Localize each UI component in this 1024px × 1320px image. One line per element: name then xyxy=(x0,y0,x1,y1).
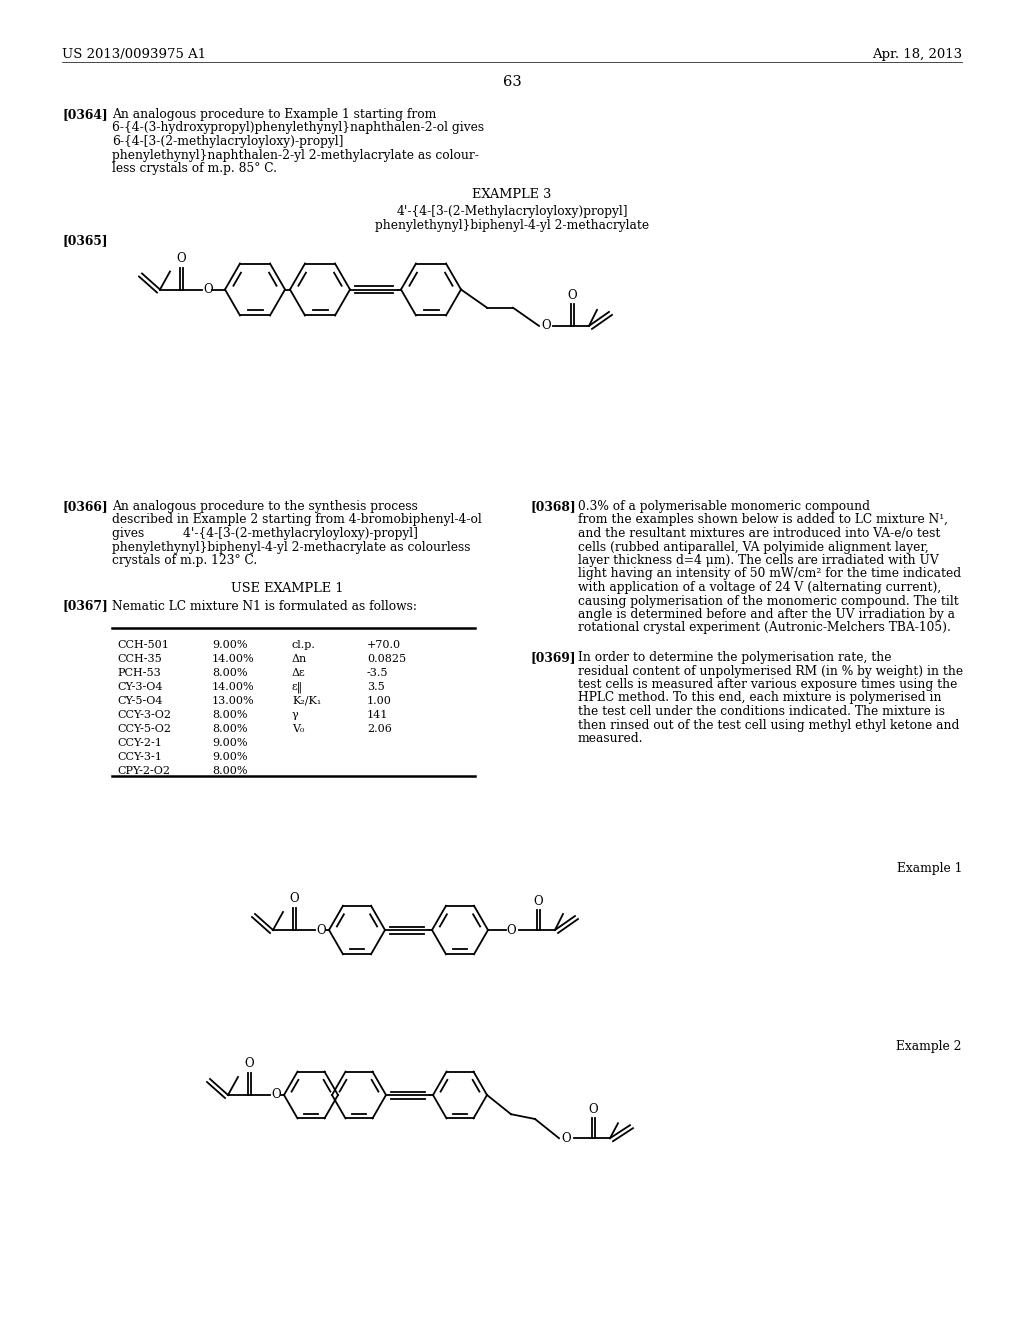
Text: An analogous procedure to the synthesis process: An analogous procedure to the synthesis … xyxy=(112,500,418,513)
Text: 9.00%: 9.00% xyxy=(212,751,248,762)
Text: CCY-2-1: CCY-2-1 xyxy=(117,738,162,747)
Text: with application of a voltage of 24 V (alternating current),: with application of a voltage of 24 V (a… xyxy=(578,581,941,594)
Text: An analogous procedure to Example 1 starting from: An analogous procedure to Example 1 star… xyxy=(112,108,436,121)
Text: O: O xyxy=(289,892,299,906)
Text: γ: γ xyxy=(292,710,299,719)
Text: CPY-2-O2: CPY-2-O2 xyxy=(117,766,170,776)
Text: CCY-3-1: CCY-3-1 xyxy=(117,751,162,762)
Text: O: O xyxy=(316,924,326,936)
Text: Example 2: Example 2 xyxy=(896,1040,962,1053)
Text: described in Example 2 starting from 4-bromobiphenyl-4-ol: described in Example 2 starting from 4-b… xyxy=(112,513,481,527)
Text: cells (rubbed antiparallel, VA polyimide alignment layer,: cells (rubbed antiparallel, VA polyimide… xyxy=(578,540,929,553)
Text: [0365]: [0365] xyxy=(62,235,108,248)
Text: O: O xyxy=(534,895,543,908)
Text: residual content of unpolymerised RM (in % by weight) in the: residual content of unpolymerised RM (in… xyxy=(578,664,964,677)
Text: US 2013/0093975 A1: US 2013/0093975 A1 xyxy=(62,48,206,61)
Text: O: O xyxy=(176,252,185,264)
Text: [0367]: [0367] xyxy=(62,599,108,612)
Text: [0369]: [0369] xyxy=(530,651,575,664)
Text: 6-{4-[3-(2-methylacryloyloxy)-propyl]: 6-{4-[3-(2-methylacryloyloxy)-propyl] xyxy=(112,135,343,148)
Text: less crystals of m.p. 85° C.: less crystals of m.p. 85° C. xyxy=(112,162,278,176)
Text: 0.0825: 0.0825 xyxy=(367,653,407,664)
Text: CY-5-O4: CY-5-O4 xyxy=(117,696,163,705)
Text: PCH-53: PCH-53 xyxy=(117,668,161,677)
Text: layer thickness d=4 μm). The cells are irradiated with UV: layer thickness d=4 μm). The cells are i… xyxy=(578,554,939,568)
Text: O: O xyxy=(588,1104,598,1117)
Text: [0364]: [0364] xyxy=(62,108,108,121)
Text: 13.00%: 13.00% xyxy=(212,696,255,705)
Text: 14.00%: 14.00% xyxy=(212,681,255,692)
Text: 63: 63 xyxy=(503,75,521,88)
Text: V₀: V₀ xyxy=(292,723,304,734)
Text: In order to determine the polymerisation rate, the: In order to determine the polymerisation… xyxy=(578,651,892,664)
Text: phenylethynyl}biphenyl-4-yl 2-methacrylate: phenylethynyl}biphenyl-4-yl 2-methacryla… xyxy=(375,219,649,231)
Text: measured.: measured. xyxy=(578,733,643,744)
Text: 8.00%: 8.00% xyxy=(212,668,248,677)
Text: Nematic LC mixture N1 is formulated as follows:: Nematic LC mixture N1 is formulated as f… xyxy=(112,599,417,612)
Text: 9.00%: 9.00% xyxy=(212,639,248,649)
Text: ε‖: ε‖ xyxy=(292,681,303,693)
Text: O: O xyxy=(203,282,213,296)
Text: and the resultant mixtures are introduced into VA-e/o test: and the resultant mixtures are introduce… xyxy=(578,527,940,540)
Text: 8.00%: 8.00% xyxy=(212,710,248,719)
Text: Δε: Δε xyxy=(292,668,306,677)
Text: HPLC method. To this end, each mixture is polymerised in: HPLC method. To this end, each mixture i… xyxy=(578,692,941,705)
Text: 0.3% of a polymerisable monomeric compound: 0.3% of a polymerisable monomeric compou… xyxy=(578,500,870,513)
Text: phenylethynyl}naphthalen-2-yl 2-methylacrylate as colour-: phenylethynyl}naphthalen-2-yl 2-methylac… xyxy=(112,149,479,161)
Text: K₂/K₁: K₂/K₁ xyxy=(292,696,322,705)
Text: CCH-501: CCH-501 xyxy=(117,639,169,649)
Text: USE EXAMPLE 1: USE EXAMPLE 1 xyxy=(230,582,343,594)
Text: test cells is measured after various exposure times using the: test cells is measured after various exp… xyxy=(578,678,957,690)
Text: the test cell under the conditions indicated. The mixture is: the test cell under the conditions indic… xyxy=(578,705,945,718)
Text: 4'-{4-[3-(2-Methylacryloyloxy)propyl]: 4'-{4-[3-(2-Methylacryloyloxy)propyl] xyxy=(396,206,628,219)
Text: 141: 141 xyxy=(367,710,388,719)
Text: O: O xyxy=(271,1089,281,1101)
Text: Δn: Δn xyxy=(292,653,307,664)
Text: +70.0: +70.0 xyxy=(367,639,401,649)
Text: rotational crystal experiment (Autronic-Melchers TBA-105).: rotational crystal experiment (Autronic-… xyxy=(578,622,951,635)
Text: O: O xyxy=(567,289,577,302)
Text: [0368]: [0368] xyxy=(530,500,575,513)
Text: then rinsed out of the test cell using methyl ethyl ketone and: then rinsed out of the test cell using m… xyxy=(578,718,959,731)
Text: O: O xyxy=(541,319,551,333)
Text: gives          4'-{4-[3-(2-methylacryloyloxy)-propyl]: gives 4'-{4-[3-(2-methylacryloyloxy)-pro… xyxy=(112,527,418,540)
Text: angle is determined before and after the UV irradiation by a: angle is determined before and after the… xyxy=(578,609,955,620)
Text: 3.5: 3.5 xyxy=(367,681,385,692)
Text: 8.00%: 8.00% xyxy=(212,766,248,776)
Text: light having an intensity of 50 mW/cm² for the time indicated: light having an intensity of 50 mW/cm² f… xyxy=(578,568,962,581)
Text: crystals of m.p. 123° C.: crystals of m.p. 123° C. xyxy=(112,554,257,568)
Text: 8.00%: 8.00% xyxy=(212,723,248,734)
Text: 6-{4-(3-hydroxypropyl)phenylethynyl}naphthalen-2-ol gives: 6-{4-(3-hydroxypropyl)phenylethynyl}naph… xyxy=(112,121,484,135)
Text: [0366]: [0366] xyxy=(62,500,108,513)
Text: CY-3-O4: CY-3-O4 xyxy=(117,681,163,692)
Text: 1.00: 1.00 xyxy=(367,696,392,705)
Text: CCY-5-O2: CCY-5-O2 xyxy=(117,723,171,734)
Text: EXAMPLE 3: EXAMPLE 3 xyxy=(472,187,552,201)
Text: -3.5: -3.5 xyxy=(367,668,388,677)
Text: 2.06: 2.06 xyxy=(367,723,392,734)
Text: O: O xyxy=(506,924,516,936)
Text: causing polymerisation of the monomeric compound. The tilt: causing polymerisation of the monomeric … xyxy=(578,594,958,607)
Text: from the examples shown below is added to LC mixture N¹,: from the examples shown below is added t… xyxy=(578,513,948,527)
Text: Example 1: Example 1 xyxy=(897,862,962,875)
Text: CCH-35: CCH-35 xyxy=(117,653,162,664)
Text: 9.00%: 9.00% xyxy=(212,738,248,747)
Text: phenylethynyl}biphenyl-4-yl 2-methacrylate as colourless: phenylethynyl}biphenyl-4-yl 2-methacryla… xyxy=(112,540,470,553)
Text: CCY-3-O2: CCY-3-O2 xyxy=(117,710,171,719)
Text: 14.00%: 14.00% xyxy=(212,653,255,664)
Text: O: O xyxy=(561,1131,570,1144)
Text: O: O xyxy=(244,1057,254,1071)
Text: Apr. 18, 2013: Apr. 18, 2013 xyxy=(871,48,962,61)
Text: cl.p.: cl.p. xyxy=(292,639,315,649)
